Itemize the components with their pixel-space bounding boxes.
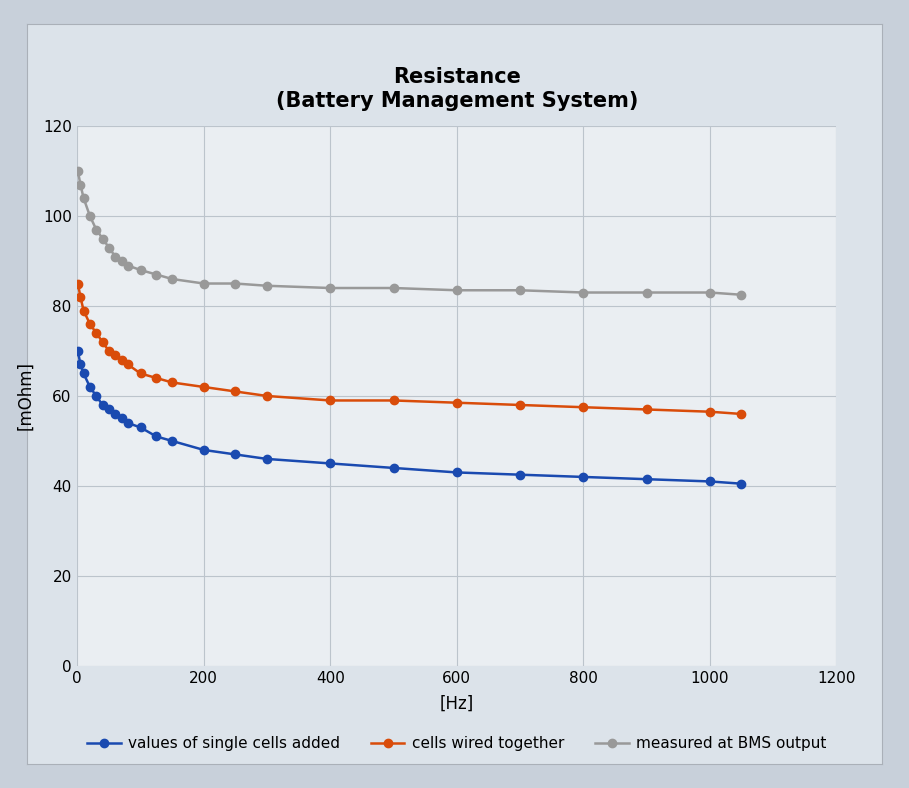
Line: values of single cells added: values of single cells added: [74, 347, 745, 488]
measured at BMS output: [641, 288, 652, 297]
measured at BMS output: [97, 234, 108, 243]
values of single cells added: [641, 474, 652, 484]
measured at BMS output: [704, 288, 715, 297]
measured at BMS output: [123, 261, 134, 270]
cells wired together: [451, 398, 462, 407]
cells wired together: [91, 329, 102, 338]
Line: measured at BMS output: measured at BMS output: [74, 167, 745, 299]
values of single cells added: [262, 454, 273, 463]
cells wired together: [641, 405, 652, 414]
measured at BMS output: [736, 290, 747, 299]
measured at BMS output: [166, 274, 177, 284]
cells wired together: [704, 407, 715, 416]
cells wired together: [166, 377, 177, 387]
values of single cells added: [578, 472, 589, 481]
measured at BMS output: [116, 256, 127, 266]
cells wired together: [578, 403, 589, 412]
values of single cells added: [123, 418, 134, 428]
values of single cells added: [230, 450, 241, 459]
cells wired together: [75, 292, 85, 302]
measured at BMS output: [85, 211, 95, 221]
values of single cells added: [388, 463, 399, 473]
X-axis label: [Hz]: [Hz]: [440, 695, 474, 713]
measured at BMS output: [514, 285, 525, 295]
values of single cells added: [104, 405, 115, 414]
measured at BMS output: [78, 193, 89, 203]
values of single cells added: [736, 479, 747, 489]
cells wired together: [116, 355, 127, 365]
cells wired together: [85, 319, 95, 329]
values of single cells added: [514, 470, 525, 479]
values of single cells added: [110, 409, 121, 418]
cells wired together: [97, 337, 108, 347]
cells wired together: [135, 369, 146, 378]
values of single cells added: [116, 414, 127, 423]
measured at BMS output: [151, 269, 162, 279]
cells wired together: [198, 382, 209, 392]
Y-axis label: [mOhm]: [mOhm]: [16, 362, 35, 430]
cells wired together: [514, 400, 525, 410]
measured at BMS output: [110, 252, 121, 262]
measured at BMS output: [230, 279, 241, 288]
measured at BMS output: [135, 266, 146, 275]
values of single cells added: [91, 392, 102, 400]
values of single cells added: [97, 400, 108, 410]
cells wired together: [73, 279, 84, 288]
measured at BMS output: [325, 283, 335, 292]
measured at BMS output: [91, 225, 102, 234]
values of single cells added: [75, 360, 85, 370]
measured at BMS output: [451, 285, 462, 295]
Line: cells wired together: cells wired together: [74, 280, 745, 418]
values of single cells added: [135, 422, 146, 432]
measured at BMS output: [198, 279, 209, 288]
cells wired together: [262, 392, 273, 400]
cells wired together: [104, 346, 115, 355]
cells wired together: [736, 409, 747, 418]
values of single cells added: [198, 445, 209, 455]
Title: Resistance
(Battery Management System): Resistance (Battery Management System): [275, 68, 638, 110]
values of single cells added: [166, 437, 177, 446]
values of single cells added: [451, 468, 462, 478]
values of single cells added: [78, 369, 89, 378]
cells wired together: [110, 351, 121, 360]
values of single cells added: [85, 382, 95, 392]
values of single cells added: [325, 459, 335, 468]
Legend: values of single cells added, cells wired together, measured at BMS output: values of single cells added, cells wire…: [81, 730, 833, 757]
values of single cells added: [151, 432, 162, 441]
cells wired together: [151, 374, 162, 383]
measured at BMS output: [104, 243, 115, 252]
values of single cells added: [704, 477, 715, 486]
measured at BMS output: [73, 166, 84, 176]
measured at BMS output: [578, 288, 589, 297]
cells wired together: [388, 396, 399, 405]
cells wired together: [325, 396, 335, 405]
measured at BMS output: [388, 283, 399, 292]
values of single cells added: [73, 346, 84, 355]
cells wired together: [123, 360, 134, 370]
measured at BMS output: [262, 281, 273, 291]
measured at BMS output: [75, 180, 85, 189]
cells wired together: [78, 306, 89, 315]
cells wired together: [230, 387, 241, 396]
